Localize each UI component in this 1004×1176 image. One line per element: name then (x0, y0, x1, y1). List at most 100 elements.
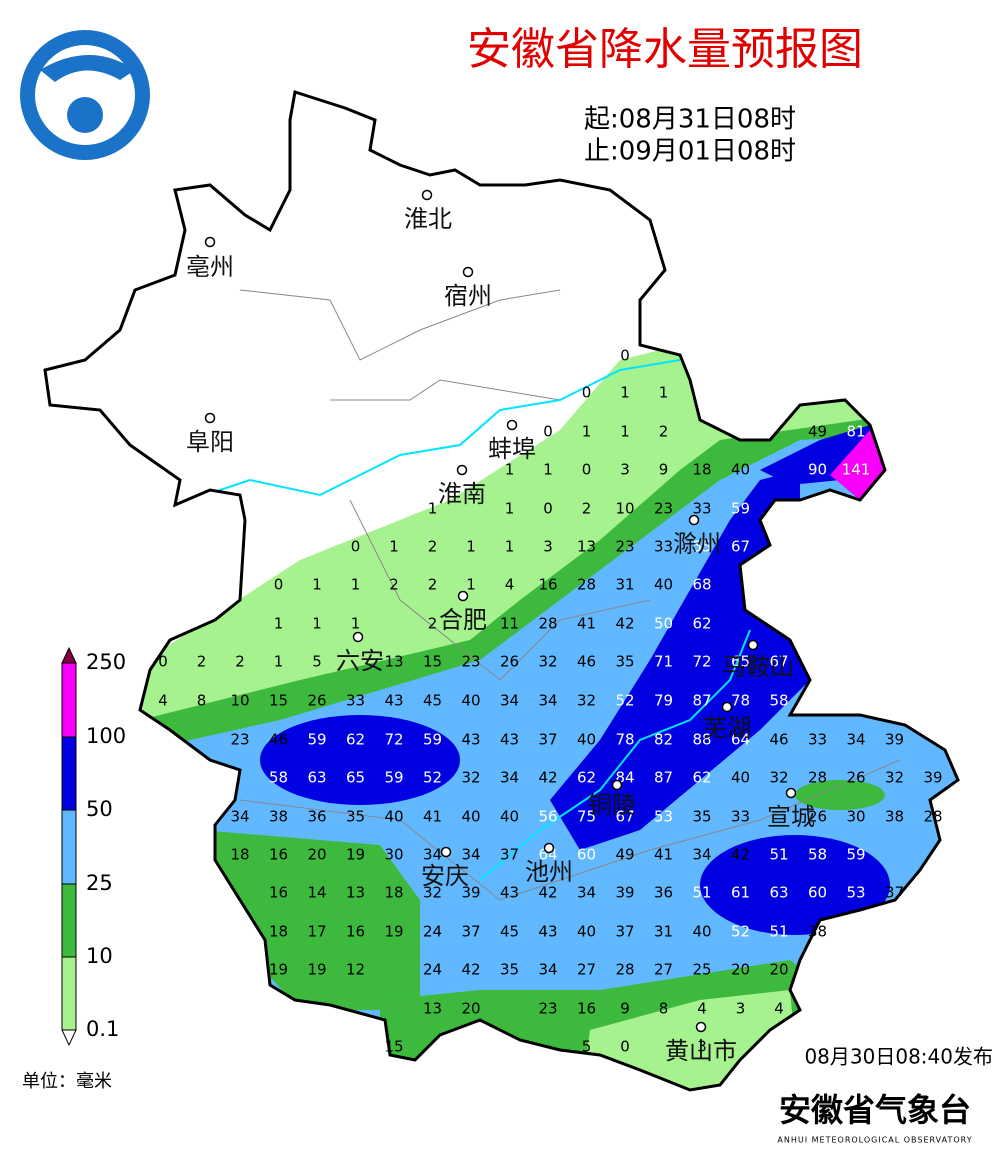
station-value: 25 (692, 961, 711, 979)
station-value: 5 (582, 1038, 592, 1056)
station-value: 1 (351, 615, 361, 633)
station-value: 46 (269, 731, 288, 749)
city-dot (688, 514, 700, 526)
legend-swatch (61, 883, 77, 958)
station-value: 62 (346, 731, 365, 749)
city-dot (352, 631, 364, 643)
station-value: 40 (654, 576, 673, 594)
station-value: 19 (269, 961, 288, 979)
station-value: 34 (538, 692, 557, 710)
legend-bottom (61, 1029, 77, 1047)
station-value: 43 (500, 884, 519, 902)
station-value: 87 (692, 692, 711, 710)
station-value: 3 (736, 1000, 746, 1018)
station-value: 34 (577, 884, 596, 902)
station-value: 8 (659, 1000, 669, 1018)
station-value: 33 (692, 500, 711, 518)
station-value: 28 (615, 961, 634, 979)
title: 安徽省降水量预报图 (467, 24, 863, 75)
city-dot (204, 412, 216, 424)
station-value: 46 (769, 731, 788, 749)
station-value: 1 (312, 576, 322, 594)
city-label: 池州 (525, 858, 573, 886)
station-value: 27 (577, 961, 596, 979)
station-value: 5 (312, 653, 322, 671)
station-value: 42 (538, 769, 557, 787)
station-value: 18 (692, 461, 711, 479)
station-value: 3 (697, 1038, 707, 1056)
city-label: 六安 (336, 647, 384, 675)
station-value: 32 (769, 769, 788, 787)
station-value: 30 (846, 808, 865, 826)
station-value: 28 (577, 576, 596, 594)
station-value: 58 (769, 692, 788, 710)
station-value: 78 (615, 731, 634, 749)
legend-top (61, 646, 77, 664)
station-value: 16 (269, 884, 288, 902)
station-value: 18 (230, 846, 249, 864)
station-value: 59 (846, 846, 865, 864)
station-value: 43 (500, 731, 519, 749)
city-dot (611, 779, 623, 791)
city-dot (785, 787, 797, 799)
station-value: 19 (307, 961, 326, 979)
station-value: 40 (500, 808, 519, 826)
station-value: 10 (615, 500, 634, 518)
city-dot (462, 266, 474, 278)
station-value: 82 (654, 731, 673, 749)
station-value: 43 (384, 692, 403, 710)
station-value: 16 (346, 923, 365, 941)
city-dot (204, 236, 216, 248)
station-value: 30 (384, 846, 403, 864)
station-value: 31 (615, 576, 634, 594)
city-dot (440, 846, 452, 858)
station-value: 52 (731, 923, 750, 941)
station-value: 34 (538, 961, 557, 979)
station-value: 18 (384, 884, 403, 902)
station-value: 40 (692, 923, 711, 941)
station-value: 42 (461, 961, 480, 979)
station-value: 88 (692, 731, 711, 749)
station-value: 4 (774, 1000, 784, 1018)
station-value: 78 (731, 692, 750, 710)
station-value: 39 (923, 769, 942, 787)
station-value: 20 (461, 1000, 480, 1018)
station-value: 33 (808, 731, 827, 749)
station-value: 60 (577, 846, 596, 864)
station-value: 1 (620, 384, 630, 402)
station-value: 9 (620, 1000, 630, 1018)
station-value: 58 (269, 769, 288, 787)
station-value: 51 (692, 884, 711, 902)
city-label: 合肥 (439, 606, 487, 634)
station-value: 39 (461, 884, 480, 902)
station-value: 36 (307, 808, 326, 826)
station-value: 41 (423, 808, 442, 826)
city-label: 铜陵 (588, 791, 636, 819)
station-value: 24 (423, 923, 442, 941)
station-value: 32 (577, 692, 596, 710)
station-value: 49 (615, 846, 634, 864)
station-value: 71 (654, 653, 673, 671)
station-value: 2 (389, 576, 399, 594)
station-value: 34 (230, 808, 249, 826)
station-value: 56 (538, 808, 557, 826)
station-value: 34 (461, 846, 480, 864)
station-value: 45 (423, 692, 442, 710)
station-value: 11 (500, 615, 519, 633)
station-value: 34 (692, 846, 711, 864)
station-value: 52 (423, 769, 442, 787)
station-value: 53 (654, 808, 673, 826)
station-value: 33 (654, 538, 673, 556)
station-value: 53 (846, 884, 865, 902)
station-value: 90 (808, 461, 827, 479)
city-dot (506, 419, 518, 431)
legend-tick-label: 50 (86, 797, 113, 821)
station-value: 20 (769, 961, 788, 979)
city-label: 宿州 (444, 282, 492, 310)
unit: 单位：毫米 (22, 1071, 112, 1092)
station-value: 67 (731, 538, 750, 556)
city-dot (421, 189, 433, 201)
station-value: 9 (659, 461, 669, 479)
station-value: 62 (577, 769, 596, 787)
